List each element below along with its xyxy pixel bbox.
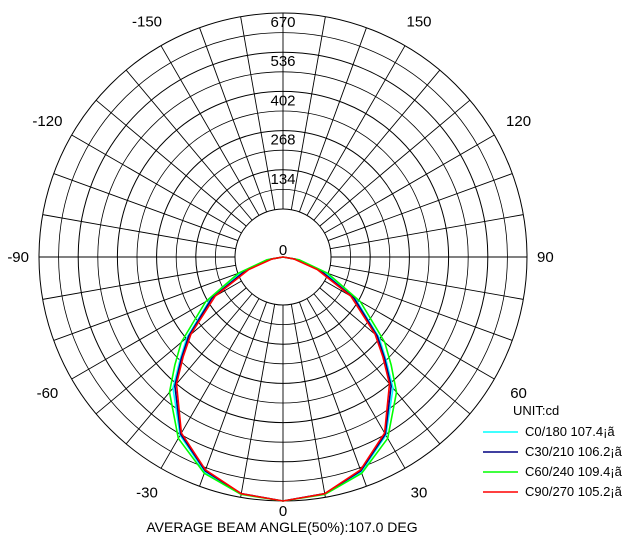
grid-spoke	[330, 214, 524, 250]
footer-beam-angle: AVERAGE BEAM ANGLE(50%):107.0 DEG	[146, 519, 417, 535]
radial-tick-label: 402	[270, 92, 295, 109]
radial-tick-label: 536	[270, 53, 295, 70]
legend-label: C90/270 105.2¡ã	[525, 484, 623, 499]
grid-spoke	[240, 304, 276, 498]
legend: UNIT:cd C0/180 107.4¡ã C30/210 106.2¡ã C60…	[483, 403, 623, 499]
grid-spoke	[160, 45, 260, 216]
grid-spoke	[199, 301, 268, 487]
angle-tick-label: 90	[537, 249, 554, 266]
radial-tick-labels: 0 134 268 402 536 670	[270, 14, 295, 259]
radial-tick-label: 0	[279, 242, 287, 259]
grid-spoke	[313, 69, 441, 221]
legend-label: C60/240 109.4¡ã	[525, 464, 623, 479]
angle-tick-label: 120	[506, 113, 531, 130]
grid-spoke	[199, 27, 268, 213]
legend-label: C0/180 107.4¡ã	[525, 424, 615, 439]
radial-tick-label: 670	[270, 14, 295, 31]
grid-spoke	[306, 298, 406, 469]
angle-tick-label: -90	[7, 249, 29, 266]
angle-tick-label: 0	[279, 503, 287, 520]
legend-label: C30/210 106.2¡ã	[525, 444, 623, 459]
grid-spoke	[71, 134, 242, 234]
grid-spoke	[319, 99, 471, 227]
grid-spoke	[330, 264, 524, 300]
grid-spoke	[42, 214, 236, 250]
grid-spoke	[95, 99, 247, 227]
series-line	[175, 256, 391, 502]
grid-spoke	[53, 272, 239, 341]
grid-spoke	[306, 45, 406, 216]
radial-tick-label: 268	[270, 132, 295, 149]
grid-spoke	[290, 304, 326, 498]
grid-spoke	[324, 134, 495, 234]
grid-spoke	[319, 287, 471, 415]
angle-tick-labels: 150 120 90 60 30 0 -30 -60 -90 -120 -150	[7, 13, 553, 520]
grid-spoke	[53, 173, 239, 242]
grid-spoke	[125, 293, 253, 445]
angle-tick-label: 60	[510, 385, 527, 402]
radial-tick-label: 134	[270, 171, 295, 188]
angle-tick-label: 30	[411, 485, 428, 502]
grid-spoke	[240, 16, 276, 210]
grid-spoke	[298, 301, 367, 487]
grid-spoke	[125, 69, 253, 221]
polar-grid	[38, 12, 528, 502]
grid-spoke	[313, 293, 441, 445]
grid-spoke	[95, 287, 247, 415]
angle-tick-label: -150	[132, 13, 162, 30]
angle-tick-label: -60	[37, 385, 59, 402]
grid-spoke	[327, 173, 513, 242]
grid-spoke	[42, 264, 236, 300]
angle-tick-label: -120	[32, 113, 62, 130]
intensity-curves	[168, 256, 398, 502]
grid-spoke	[160, 298, 260, 469]
grid-spoke	[290, 16, 326, 210]
angle-tick-label: -30	[136, 485, 158, 502]
unit-label: UNIT:cd	[513, 403, 559, 418]
angle-tick-label: 150	[406, 13, 431, 30]
grid-spoke	[298, 27, 367, 213]
grid-spoke	[327, 272, 513, 341]
